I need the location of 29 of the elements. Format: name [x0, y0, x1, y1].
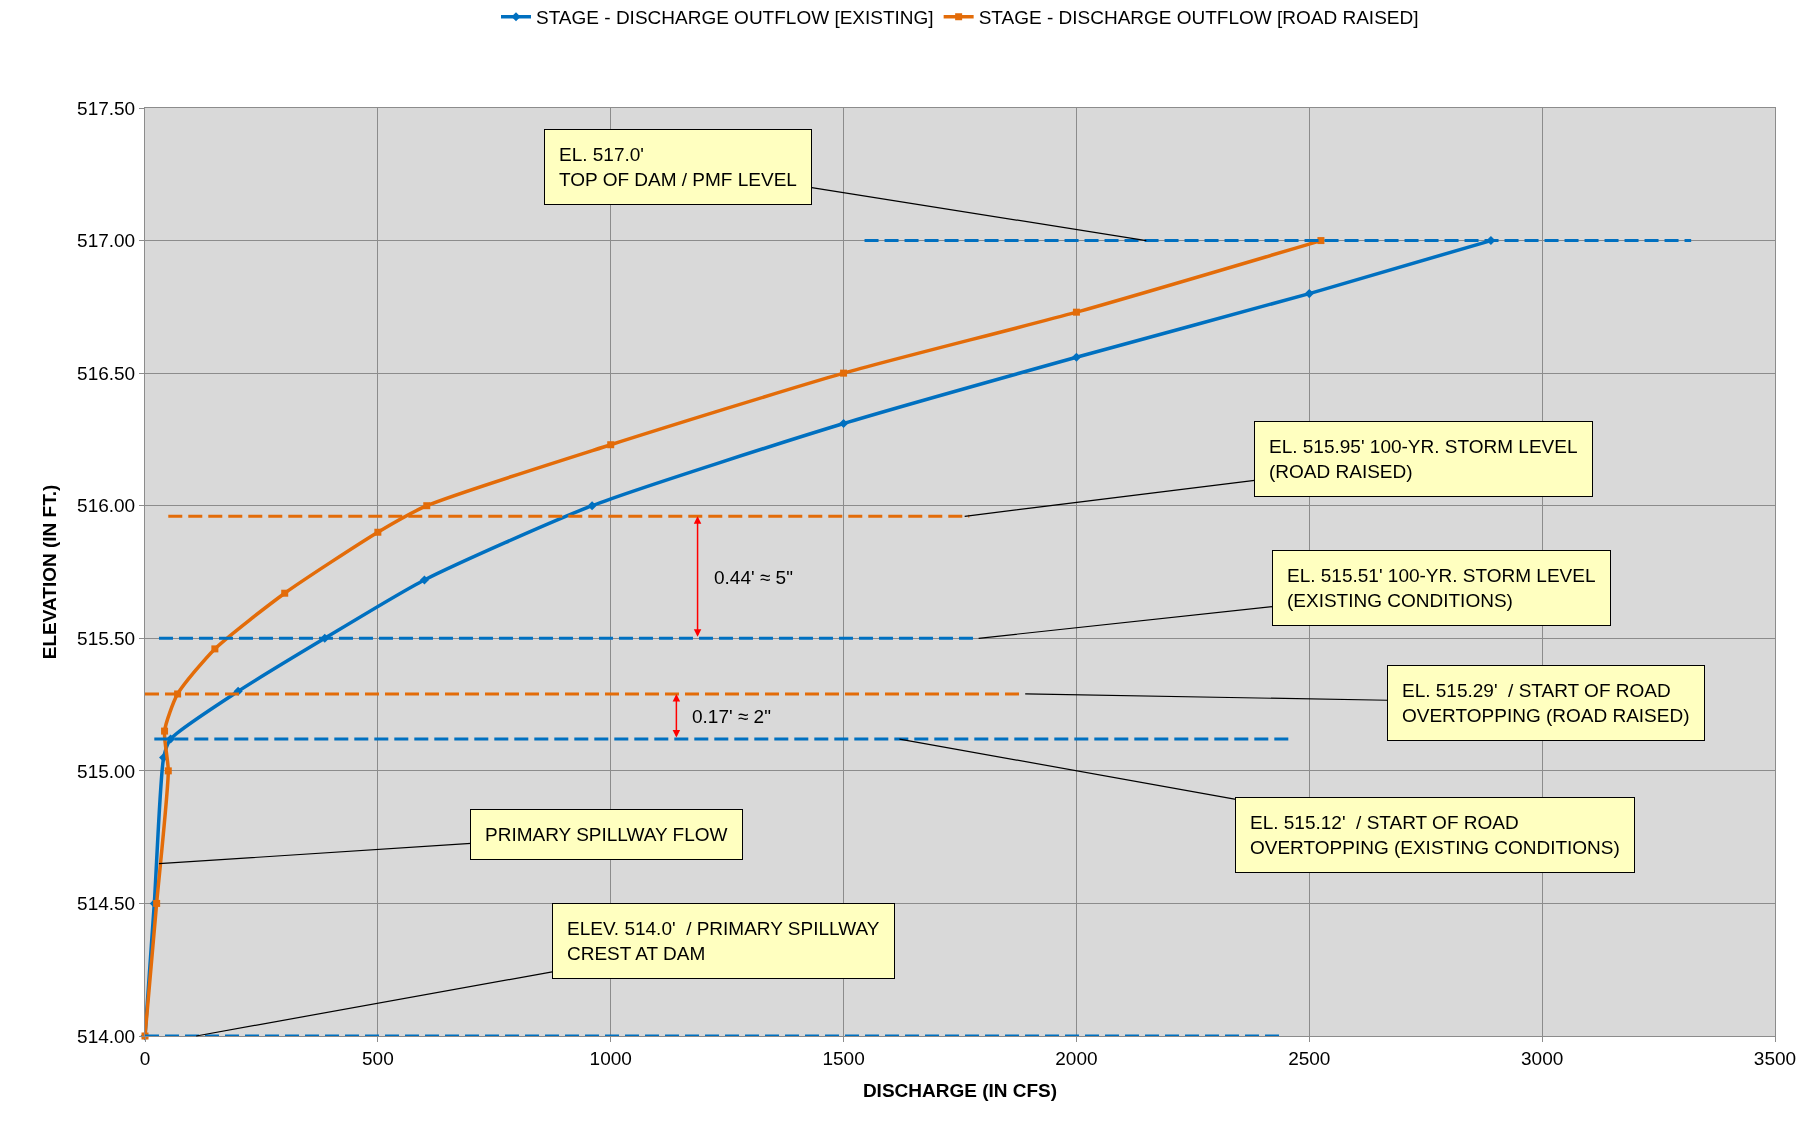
annotation: 0.44' ≈ 5": [714, 567, 793, 588]
y-axis-title: ELEVATION (IN FT.): [38, 484, 60, 660]
legend-label: STAGE - DISCHARGE OUTFLOW [ROAD RAISED]: [978, 7, 1419, 29]
annotation: EL. 517.0' TOP OF DAM / PMF LEVEL: [559, 144, 797, 190]
y-tick-label: 514.50: [77, 893, 136, 915]
x-axis-title: DISCHARGE (IN CFS): [862, 1079, 1058, 1101]
y-tick-label: 516.50: [77, 362, 136, 384]
x-tick-label: 2500: [1288, 1047, 1331, 1069]
y-tick-label: 517.50: [77, 97, 136, 119]
annotation: EL. 515.51' 100-YR. STORM LEVEL (EXISTING CONDITIONS): [1287, 565, 1596, 611]
x-tick-label: 3000: [1521, 1047, 1564, 1069]
x-tick-label: 0: [139, 1047, 151, 1069]
y-tick-label: 514.00: [77, 1025, 136, 1047]
annotation: EL. 515.12' / START OF ROAD OVERTOPPING (EXISTING CONDITIONS): [1250, 812, 1620, 858]
annotation: 0.17' ≈ 2": [692, 706, 771, 727]
annotation: PRIMARY SPILLWAY FLOW: [485, 824, 728, 845]
x-tick-label: 1000: [589, 1047, 632, 1069]
legend-label: STAGE - DISCHARGE OUTFLOW [EXISTING]: [536, 7, 934, 29]
annotation: EL. 515.95' 100-YR. STORM LEVEL (ROAD RAISED): [1269, 436, 1578, 482]
x-tick-label: 1500: [822, 1047, 865, 1069]
y-tick-label: 517.00: [77, 230, 136, 252]
annotation: ELEV. 514.0' / PRIMARY SPILLWAY CREST AT DAM: [567, 918, 880, 964]
y-tick-label: 515.50: [77, 627, 136, 649]
y-tick-label: 516.00: [77, 495, 136, 517]
annotation: EL. 515.29' / START OF ROAD OVERTOPPING (ROAD RAISED): [1402, 680, 1690, 726]
x-tick-label: 2000: [1055, 1047, 1098, 1069]
x-tick-label: 3500: [1753, 1047, 1797, 1069]
y-tick-label: 515.00: [77, 760, 136, 782]
x-tick-label: 500: [362, 1047, 394, 1069]
